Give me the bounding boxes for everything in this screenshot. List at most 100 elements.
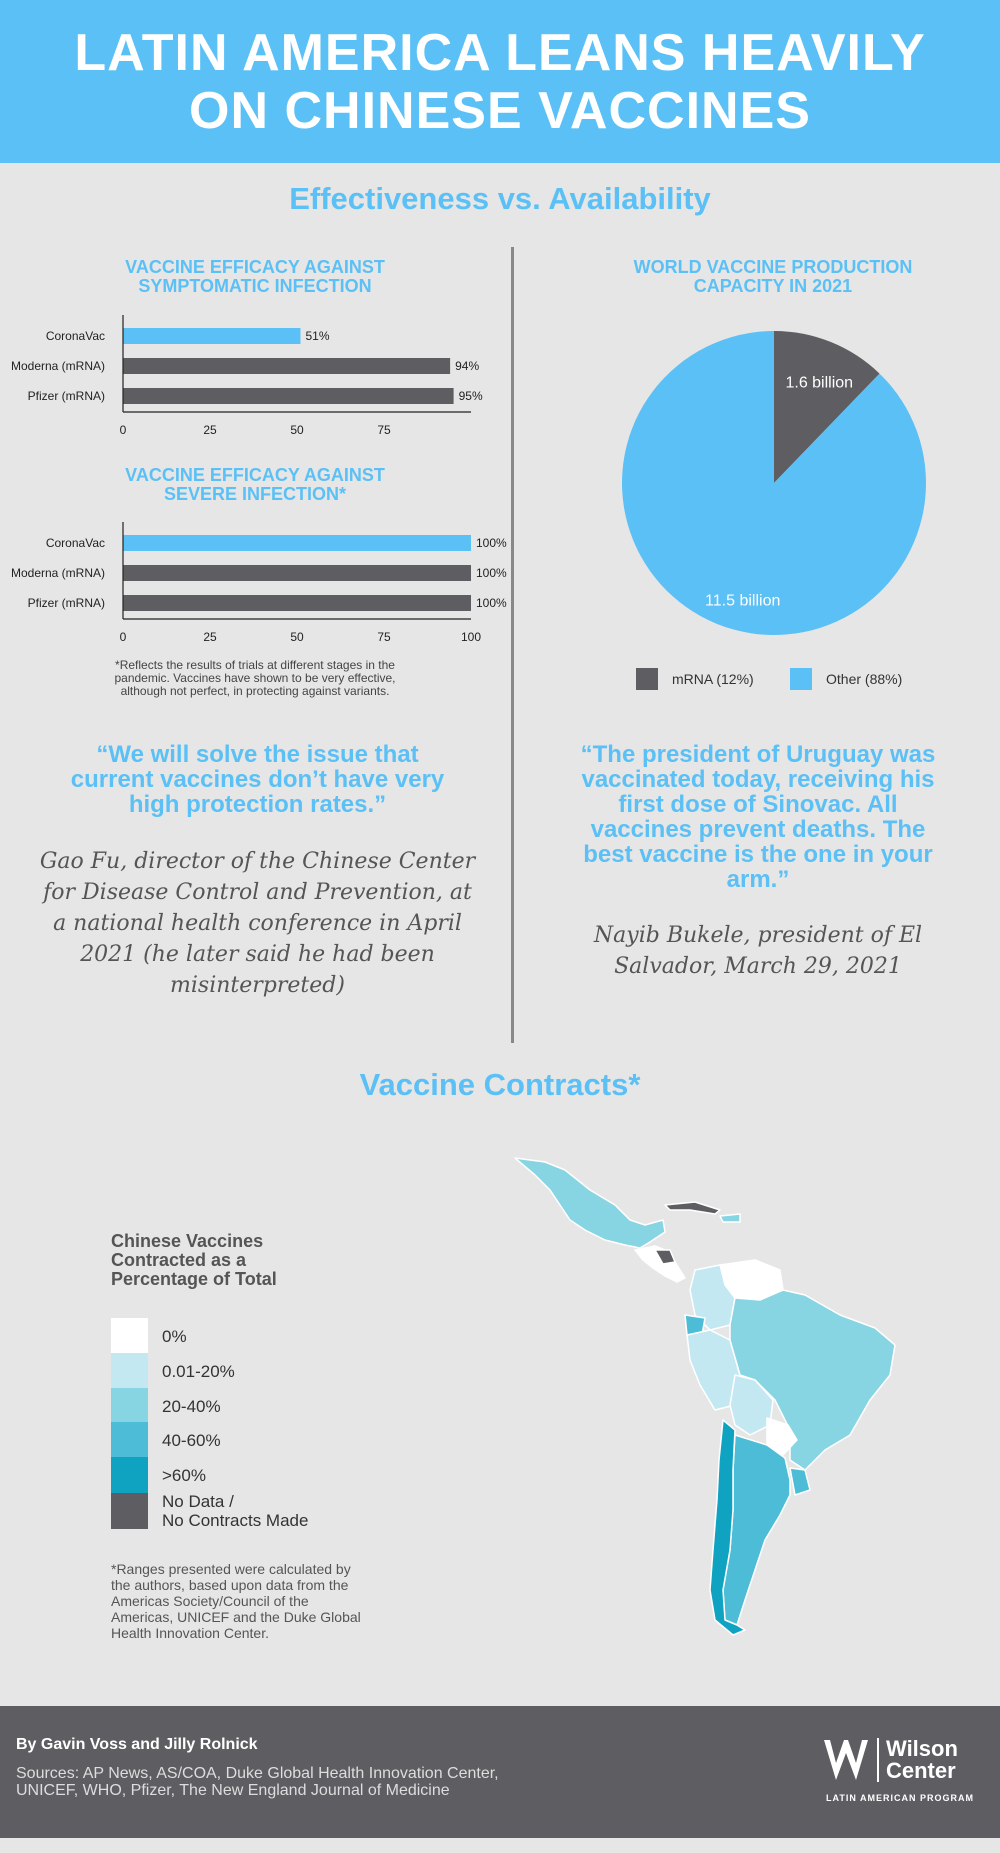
footer xyxy=(0,1706,1000,1838)
map-note-line: Americas, UNICEF and the Duke Global xyxy=(111,1609,361,1625)
legend-swatch xyxy=(111,1388,148,1424)
quote-right: “The president of Uruguay was vaccinated… xyxy=(528,742,988,892)
chart-title-line2: SYMPTOMATIC INFECTION xyxy=(138,276,372,296)
page-title-line1: LATIN AMERICA LEANS HEAVILY xyxy=(74,23,926,82)
map-region-chile xyxy=(709,1419,746,1636)
legend-swatch xyxy=(790,668,812,690)
map-region-cuba xyxy=(664,1201,721,1215)
attribution-right: Nayib Bukele, president of El Salvador, … xyxy=(528,920,988,982)
pie-slice-0 xyxy=(774,331,880,483)
bar-category-label: Moderna (mRNA) xyxy=(11,566,105,580)
bar-0 xyxy=(123,328,301,344)
quote-line: first dose of Sinovac. All xyxy=(618,791,898,818)
chart-title-line2: CAPACITY IN 2021 xyxy=(693,276,853,296)
logo-text: Wilson Center xyxy=(886,1738,958,1782)
chart-footnote: *Reflects the results of trials at diffe… xyxy=(60,659,450,698)
pie-slice-1 xyxy=(622,331,926,635)
legend-item-1: 0.01-20% xyxy=(111,1353,235,1389)
attribution-line: for Disease Control and Prevention, at xyxy=(43,880,472,905)
section-title-contracts: Vaccine Contracts* xyxy=(359,1067,641,1102)
logo-line: Wilson xyxy=(886,1736,958,1761)
legend-label-line: No Contracts Made xyxy=(162,1511,309,1530)
legend-item-0: 0% xyxy=(111,1318,187,1354)
footnote-line: *Reflects the results of trials at diffe… xyxy=(115,658,395,672)
map-note-line: Americas Society/Council of the xyxy=(111,1593,309,1609)
chart-title-severe: VACCINE EFFICACY AGAINST SEVERE INFECTIO… xyxy=(60,466,450,504)
bar-category-label: CoronaVac xyxy=(46,329,105,343)
header-banner: LATIN AMERICA LEANS HEAVILY ON CHINESE V… xyxy=(0,0,1000,163)
legend-label: 20-40% xyxy=(162,1396,221,1416)
logo-line: Center xyxy=(886,1758,956,1783)
x-tick-label: 100 xyxy=(461,630,481,644)
legend-item-3: 40-60% xyxy=(111,1422,221,1458)
map-region-mexico xyxy=(514,1157,666,1249)
legend-label: 40-60% xyxy=(162,1430,221,1450)
legend-swatch xyxy=(111,1353,148,1389)
legend-label: 0.01-20% xyxy=(162,1361,235,1381)
pie-slice-label: 11.5 billion xyxy=(705,593,780,610)
bar-2 xyxy=(123,595,471,611)
legend-item-2: 20-40% xyxy=(111,1388,221,1424)
production-pie-chart: 1.6 billion 11.5 billion mRNA (12%) Other (… xyxy=(622,331,926,690)
vertical-divider xyxy=(511,247,514,1043)
map-legend-title: Chinese Vaccines Contracted as a Percent… xyxy=(111,1232,277,1289)
bar-category-label: Pfizer (mRNA) xyxy=(28,596,105,610)
chart-title-line1: WORLD VACCINE PRODUCTION xyxy=(633,257,913,277)
sources-line: Sources: AP News, AS/COA, Duke Global He… xyxy=(16,1765,499,1782)
severe-efficacy-chart: CoronaVac 100% Moderna (mRNA) 100% Pfizer (m… xyxy=(11,522,507,644)
authors: By Gavin Voss and Jilly Rolnick xyxy=(16,1736,258,1753)
legend-label: Other (88%) xyxy=(826,671,902,687)
page-title-line2: ON CHINESE VACCINES xyxy=(189,81,811,140)
chart-title-line1: VACCINE EFFICACY AGAINST xyxy=(125,465,385,485)
legend-label-line: No Data / xyxy=(162,1492,234,1511)
bar-category-label: Moderna (mRNA) xyxy=(11,359,105,373)
legend-swatch xyxy=(111,1493,148,1529)
footnote-line: although not perfect, in protecting agai… xyxy=(120,684,390,698)
x-tick-label: 25 xyxy=(203,423,217,437)
x-tick-label: 0 xyxy=(120,423,127,437)
legend-swatch xyxy=(636,668,658,690)
legend-label: 0% xyxy=(162,1326,187,1346)
map-region-nicaragua xyxy=(654,1249,676,1265)
map-region-hispaniola xyxy=(719,1213,741,1223)
legend-title-line: Chinese Vaccines xyxy=(111,1231,264,1251)
quote-line: vaccinated today, receiving his xyxy=(581,766,935,793)
legend-label: mRNA (12%) xyxy=(672,671,754,687)
legend-swatch xyxy=(111,1457,148,1493)
wilson-center-logo-icon xyxy=(824,1738,879,1782)
map-region-uruguay xyxy=(789,1467,811,1496)
bar-category-label: CoronaVac xyxy=(46,536,105,550)
x-tick-label: 75 xyxy=(377,423,391,437)
bar-value-label: 51% xyxy=(305,329,329,343)
pie-slice-label: 1.6 billion xyxy=(785,375,853,392)
quote-line: “We will solve the issue that xyxy=(96,741,419,768)
legend-item-5: No Data / No Contracts Made xyxy=(111,1492,308,1530)
bar-0 xyxy=(123,535,471,551)
map-region-bolivia xyxy=(729,1374,774,1436)
bar-value-label: 95% xyxy=(459,389,483,403)
legend-label: >60% xyxy=(162,1465,206,1485)
map-region-central-america xyxy=(634,1245,686,1283)
legend-label: No Data / No Contracts Made xyxy=(162,1492,308,1530)
bar-value-label: 94% xyxy=(455,359,479,373)
chart-title-line1: VACCINE EFFICACY AGAINST xyxy=(125,257,385,277)
x-tick-label: 50 xyxy=(290,423,304,437)
sources-line: UNICEF, WHO, Pfizer, The New England Jou… xyxy=(16,1782,450,1799)
bar-value-label: 100% xyxy=(476,536,507,550)
quote-left: “We will solve the issue that current va… xyxy=(20,742,495,817)
quote-line: best vaccine is the one in your xyxy=(583,841,933,868)
attribution-line: Salvador, March 29, 2021 xyxy=(614,954,902,979)
map-note-line: the authors, based upon data from the xyxy=(111,1577,349,1593)
map-region-paraguay xyxy=(766,1417,798,1456)
bar-value-label: 100% xyxy=(476,596,507,610)
quote-line: high protection rates.” xyxy=(128,791,387,818)
footnote-line: pandemic. Vaccines have shown to be very… xyxy=(114,671,396,685)
quote-line: arm.” xyxy=(726,866,790,893)
attribution-line: Gao Fu, director of the Chinese Center xyxy=(39,849,476,874)
attribution-line: Nayib Bukele, president of El xyxy=(593,923,923,948)
x-tick-label: 75 xyxy=(377,630,391,644)
quote-line: vaccines prevent deaths. The xyxy=(590,816,926,843)
chart-title-line2: SEVERE INFECTION* xyxy=(163,484,347,504)
bar-category-label: Pfizer (mRNA) xyxy=(28,389,105,403)
attribution-line: misinterpreted) xyxy=(170,973,345,998)
